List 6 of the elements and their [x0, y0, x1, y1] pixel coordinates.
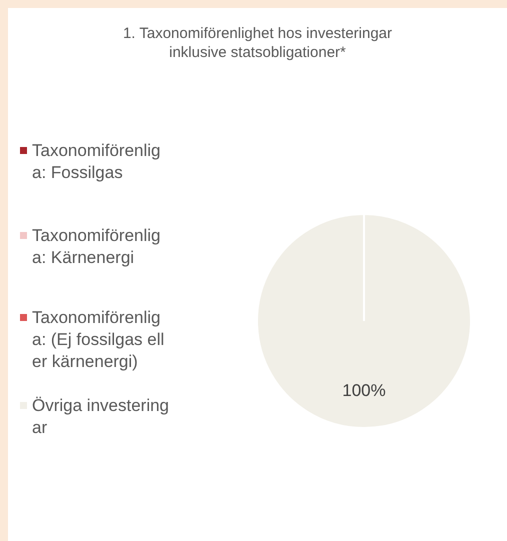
- legend-label: Taxonomiförenliga: Fossilgas: [32, 140, 162, 184]
- legend-label: Taxonomiförenliga: Kärnenergi: [32, 225, 162, 269]
- legend-label: Taxonomiförenliga: (Ej fossilgas eller kärnenergi): [32, 307, 166, 373]
- chart-title: 1. Taxonomiförenlighet hos investeringar inklusive statsobligationer*: [122, 24, 394, 62]
- legend-label: Övriga investeringar: [32, 395, 170, 439]
- data-label: 100%: [342, 381, 386, 400]
